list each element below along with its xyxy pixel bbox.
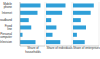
svg-text:Broadband: Broadband: [8, 18, 12, 22]
html-text:Share of individuals Share of: Share of individuals Share of enterprise…: [46, 46, 100, 50]
svg-text:Internet: Internet: [8, 11, 12, 15]
svg-text:Fixedline: Fixedline: [8, 24, 12, 31]
svg-text:Television: Television: [8, 40, 12, 44]
svg-text:Personalcomputer: Personalcomputer: [8, 32, 12, 39]
html-text:Share of households: Share of households: [25, 46, 41, 54]
svg-text:Mobilephone: Mobilephone: [8, 2, 12, 9]
